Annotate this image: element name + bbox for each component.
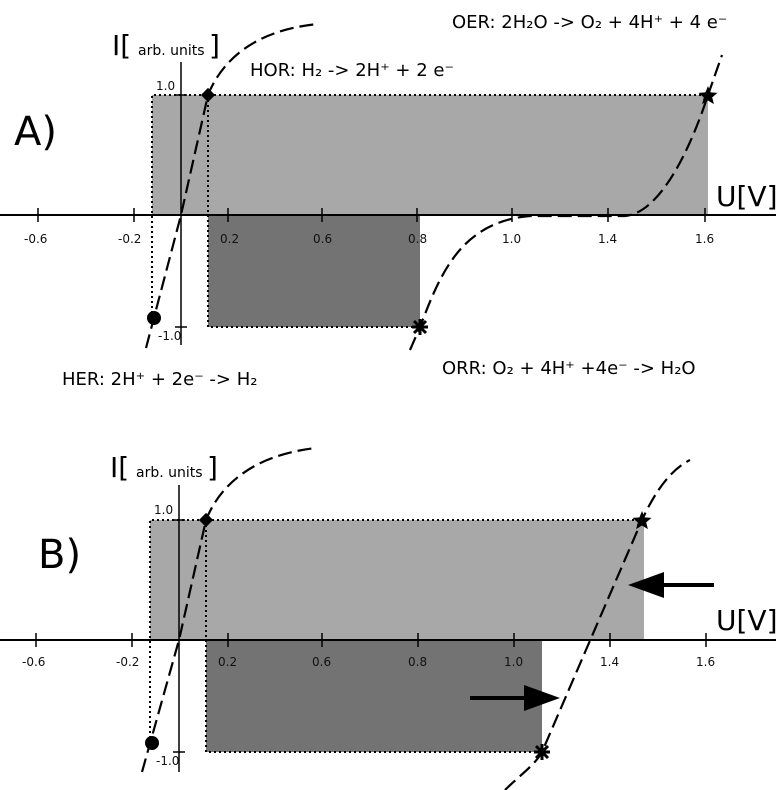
panel-a-oer-equation: OER: 2H₂O -> O₂ + 4H⁺ + 4 e⁻ xyxy=(452,12,727,33)
panel-a-y-tick-label-top: 1.0 xyxy=(156,79,175,93)
panel-a-x-tick-label: 1.4 xyxy=(598,232,617,246)
panel-a-light-region xyxy=(152,95,708,215)
panel-a-her-marker xyxy=(147,311,161,325)
svg-text:I[: I[ xyxy=(110,451,129,484)
panel-a-orr-equation: ORR: O₂ + 4H⁺ +4e⁻ -> H₂O xyxy=(442,358,696,379)
svg-text:I[: I[ xyxy=(112,29,131,62)
panel-b-right-arrow xyxy=(470,685,560,711)
panel-a-x-tick-label: 1.0 xyxy=(502,232,521,246)
panel-a-dark-outline xyxy=(207,95,420,328)
panel-b-label: B) xyxy=(38,532,81,578)
panel-a-x-tick-label: 0.8 xyxy=(408,232,427,246)
panel-a-x-tick-label: -0.6 xyxy=(24,232,47,246)
panel-a-orr-marker xyxy=(412,319,428,335)
svg-text:arb. units: arb. units xyxy=(138,43,205,59)
panel-b-y-tick-label-bottom: -1.0 xyxy=(156,754,179,768)
panel-b-light-region xyxy=(150,520,644,640)
panel-b-x-ticks xyxy=(35,633,707,647)
panel-b-left-arrow xyxy=(628,572,714,598)
panel-b-x-tick-label: -0.6 xyxy=(22,655,45,669)
panel-b-x-tick-label: 1.6 xyxy=(696,655,715,669)
panel-b-y-tick-label-top: 1.0 xyxy=(154,503,173,517)
panel-a-x-tick-label: -0.2 xyxy=(118,232,141,246)
svg-text:]: ] xyxy=(207,451,218,484)
panel-b-her-marker xyxy=(145,736,159,750)
panel-b-oer-marker xyxy=(632,511,652,530)
panel-b-x-tick-label: 0.2 xyxy=(218,655,237,669)
panel-a-dark-region xyxy=(208,215,420,327)
panel-b-y-axis-title: I[ arb. units ] xyxy=(110,451,218,484)
panel-b-x-tick-label: 1.0 xyxy=(504,655,523,669)
panel-a: -0.6 -0.2 0.2 0.6 0.8 1.0 1.4 1.6 1.0 -1… xyxy=(0,12,776,390)
panel-a-hor-equation: HOR: H₂ -> 2H⁺ + 2 e⁻ xyxy=(250,60,454,81)
svg-text:]: ] xyxy=(209,29,220,62)
panel-b-hor-marker xyxy=(198,512,214,528)
svg-text:arb. units: arb. units xyxy=(136,465,203,481)
panel-b: -0.6 -0.2 0.2 0.6 0.8 1.0 1.4 1.6 1.0 -1… xyxy=(0,446,776,790)
panel-a-label: A) xyxy=(14,109,57,155)
panel-b-dark-outline xyxy=(205,520,542,753)
panel-b-x-tick-label: 1.4 xyxy=(600,655,619,669)
panel-a-y-tick-label-bottom: -1.0 xyxy=(158,329,181,343)
panel-a-oer-marker xyxy=(698,86,718,105)
panel-b-orr-marker xyxy=(534,744,550,760)
panel-b-x-tick-label: 0.6 xyxy=(312,655,331,669)
panel-a-x-tick-label: 0.2 xyxy=(220,232,239,246)
panel-a-x-axis-title: U[V] xyxy=(716,180,776,213)
panel-a-x-tick-label: 0.6 xyxy=(313,232,332,246)
panel-b-x-axis-title: U[V] xyxy=(716,604,776,637)
panel-b-x-tick-label: -0.2 xyxy=(116,655,139,669)
panel-a-her-equation: HER: 2H⁺ + 2e⁻ -> H₂ xyxy=(62,369,257,390)
panel-a-x-tick-label: 1.6 xyxy=(695,232,714,246)
panel-a-oxygen-curve xyxy=(408,54,724,351)
panel-b-x-tick-label: 0.8 xyxy=(408,655,427,669)
panel-a-y-axis-title: I[ arb. units ] xyxy=(112,29,220,62)
